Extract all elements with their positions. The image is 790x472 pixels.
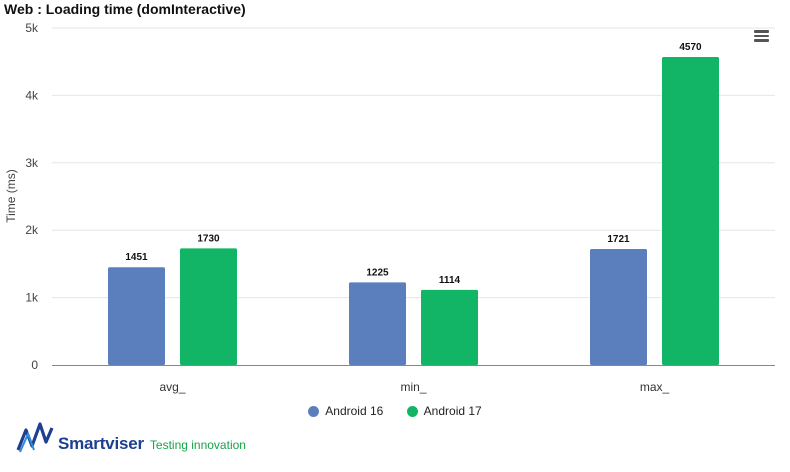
data-label: 1730: [197, 233, 220, 244]
y-tick-label: 0: [31, 358, 38, 372]
legend: Android 16 Android 17: [0, 404, 790, 420]
y-tick-label: 1k: [25, 291, 39, 305]
y-tick-label: 2k: [25, 223, 39, 237]
legend-label-android-16: Android 16: [325, 404, 384, 418]
data-label: 1451: [125, 252, 148, 263]
smartviser-logo: Smartviser Testing innovation: [16, 420, 246, 454]
y-tick-label: 4k: [25, 88, 39, 102]
legend-dot-android-17: [406, 405, 418, 417]
x-tick-label: avg_: [159, 380, 185, 394]
y-tick-label: 3k: [25, 156, 39, 170]
y-tick-label: 5k: [25, 21, 39, 35]
logo-name: Smartviser: [58, 434, 144, 453]
legend-label-android-17: Android 17: [423, 404, 482, 418]
data-label: 1225: [366, 267, 389, 278]
y-axis-label: Time (ms): [4, 169, 18, 223]
data-label: 1721: [607, 234, 630, 245]
logo-tagline: Testing innovation: [149, 438, 246, 452]
bar-avg-series-2: [180, 248, 237, 365]
legend-item-android-17[interactable]: Android 17: [406, 404, 482, 418]
x-tick-label: max_: [640, 380, 670, 394]
data-label: 1114: [439, 275, 461, 286]
bars: [108, 56, 719, 366]
data-label: 4570: [679, 42, 702, 53]
bar-min-series-1: [349, 282, 406, 365]
bar-max-series-1: [590, 249, 647, 365]
y-axis-ticks: 0 1k 2k 3k 4k 5k: [25, 21, 39, 372]
x-axis-ticks: avg_ min_ max_: [159, 380, 669, 394]
x-tick-label: min_: [400, 380, 426, 394]
bar-max-series-2: [662, 56, 719, 366]
gridlines: [52, 27, 775, 299]
bar-chart: 0 1k 2k 3k 4k 5k Time (ms) 1451 1730 1225 1114 17…: [4, 21, 775, 394]
legend-item-android-16[interactable]: Android 16: [308, 404, 383, 418]
bar-min-series-2: [421, 289, 478, 365]
smartviser-logo-icon: [16, 422, 54, 453]
chart-title: Web : Loading time (domInteractive): [4, 1, 246, 17]
data-labels: 1451 1730 1225 1114 1721 4570: [125, 42, 702, 286]
hamburger-menu-icon[interactable]: [752, 28, 772, 44]
legend-dot-android-16: [308, 405, 320, 417]
bar-avg-series-1: [108, 267, 165, 365]
